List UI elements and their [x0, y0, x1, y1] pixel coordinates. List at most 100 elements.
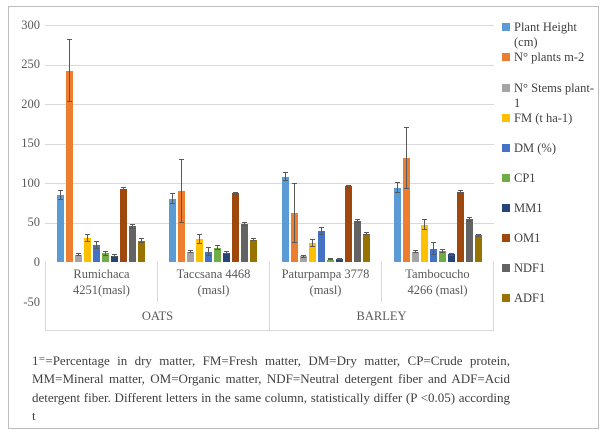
error-bar: [215, 245, 221, 251]
gridline: [45, 104, 494, 105]
legend-swatch: [502, 114, 510, 122]
bar-slot: [205, 25, 213, 262]
bar-slot: [465, 25, 473, 262]
bar-slot: [420, 25, 428, 262]
category-axis: Rumichaca 4251(masl) Taccsana 4468 (masl…: [45, 262, 494, 303]
error-bar: [466, 216, 472, 222]
bar-slot: [447, 25, 455, 262]
bar: [317, 231, 325, 262]
bar-group: [157, 25, 269, 262]
bar-slot: [429, 25, 437, 262]
legend-item: N° Stems plant-1: [502, 81, 596, 111]
bar-slot: [57, 25, 65, 262]
bar-slot: [223, 25, 231, 262]
bar: [120, 188, 128, 262]
error-bar: [354, 219, 360, 223]
bar-slot: [317, 25, 325, 262]
bar-slot: [299, 25, 307, 262]
legend-label: NDF1: [514, 261, 546, 275]
bar: [214, 247, 222, 262]
legend-item: N° plants m-2: [502, 50, 596, 65]
error-bar: [206, 247, 212, 257]
bar: [326, 259, 334, 262]
bar-group: [45, 25, 157, 262]
legend-label: ADF1: [514, 291, 546, 305]
category-label: Rumichaca 4251(masl): [46, 262, 158, 302]
bar-slot: [438, 25, 446, 262]
error-bar: [430, 242, 436, 255]
bar: [178, 190, 186, 262]
bar: [465, 219, 473, 262]
gridline: [45, 64, 494, 66]
bar-slot: [456, 25, 464, 262]
bar: [447, 254, 455, 262]
legend-item: OM1: [502, 231, 596, 246]
bar-slot: [66, 25, 74, 262]
error-bar: [394, 182, 400, 194]
bar: [111, 255, 119, 262]
plot-area: [45, 25, 494, 263]
bar: [84, 238, 92, 262]
error-bar: [421, 219, 427, 231]
bar: [57, 194, 65, 262]
bar: [420, 224, 428, 262]
bar-slot: [474, 25, 482, 262]
legend-label: OM1: [514, 231, 541, 245]
gridline: [45, 143, 494, 145]
legend-label: N° plants m-2: [514, 50, 585, 64]
bar-slot: [393, 25, 401, 262]
error-bar: [300, 254, 306, 259]
bar: [411, 251, 419, 262]
bar-slot: [335, 25, 343, 262]
error-bar: [121, 186, 127, 191]
bar: [232, 193, 240, 262]
y-tick-label: 150: [21, 136, 40, 150]
error-bar: [457, 190, 463, 194]
footnote: 1⁼=Percentage in dry matter, FM=Fresh ma…: [32, 353, 510, 424]
bar-group: [270, 25, 382, 262]
gridline: [45, 222, 494, 224]
bar: [241, 224, 249, 262]
error-bar: [327, 258, 333, 261]
bar-slot: [84, 25, 92, 262]
error-bar: [76, 253, 82, 257]
bar-slot: [187, 25, 195, 262]
bar: [205, 251, 213, 262]
legend-swatch: [502, 264, 510, 272]
error-bar: [412, 250, 418, 254]
supercategory-label: OATS: [46, 302, 270, 330]
bar: [474, 235, 482, 262]
error-bar: [363, 231, 369, 236]
bar: [281, 176, 289, 262]
legend-swatch: [502, 294, 510, 302]
legend-swatch: [502, 174, 510, 182]
category-label: Tambocucho 4266 (masl): [405, 266, 470, 297]
error-bar: [94, 241, 100, 250]
gridline: [45, 183, 494, 184]
bar-slot: [138, 25, 146, 262]
bar-slot: [326, 25, 334, 262]
bar: [308, 243, 316, 262]
error-bar: [251, 238, 257, 242]
y-tick-label: 100: [21, 176, 40, 190]
error-bar: [439, 248, 445, 254]
legend-item: DM (%): [502, 141, 596, 156]
bar-slot: [290, 25, 298, 262]
error-bar: [67, 39, 73, 103]
bar-slot: [250, 25, 258, 262]
supercategory-axis: OATS BARLEY: [45, 302, 494, 331]
bar: [129, 226, 137, 262]
error-bar: [85, 234, 91, 243]
category-label: Paturpampa 3778 (masl): [270, 262, 382, 302]
error-bar: [188, 250, 194, 254]
figure-frame: [8, 6, 599, 429]
y-tick-label: -50: [23, 295, 40, 309]
bar-slot: [241, 25, 249, 262]
bar: [169, 198, 177, 262]
bar: [438, 250, 446, 262]
bar-slot: [75, 25, 83, 262]
legend-item: CP1: [502, 171, 596, 186]
bar: [66, 70, 74, 262]
legend-swatch: [502, 144, 510, 152]
error-bar: [112, 254, 118, 258]
